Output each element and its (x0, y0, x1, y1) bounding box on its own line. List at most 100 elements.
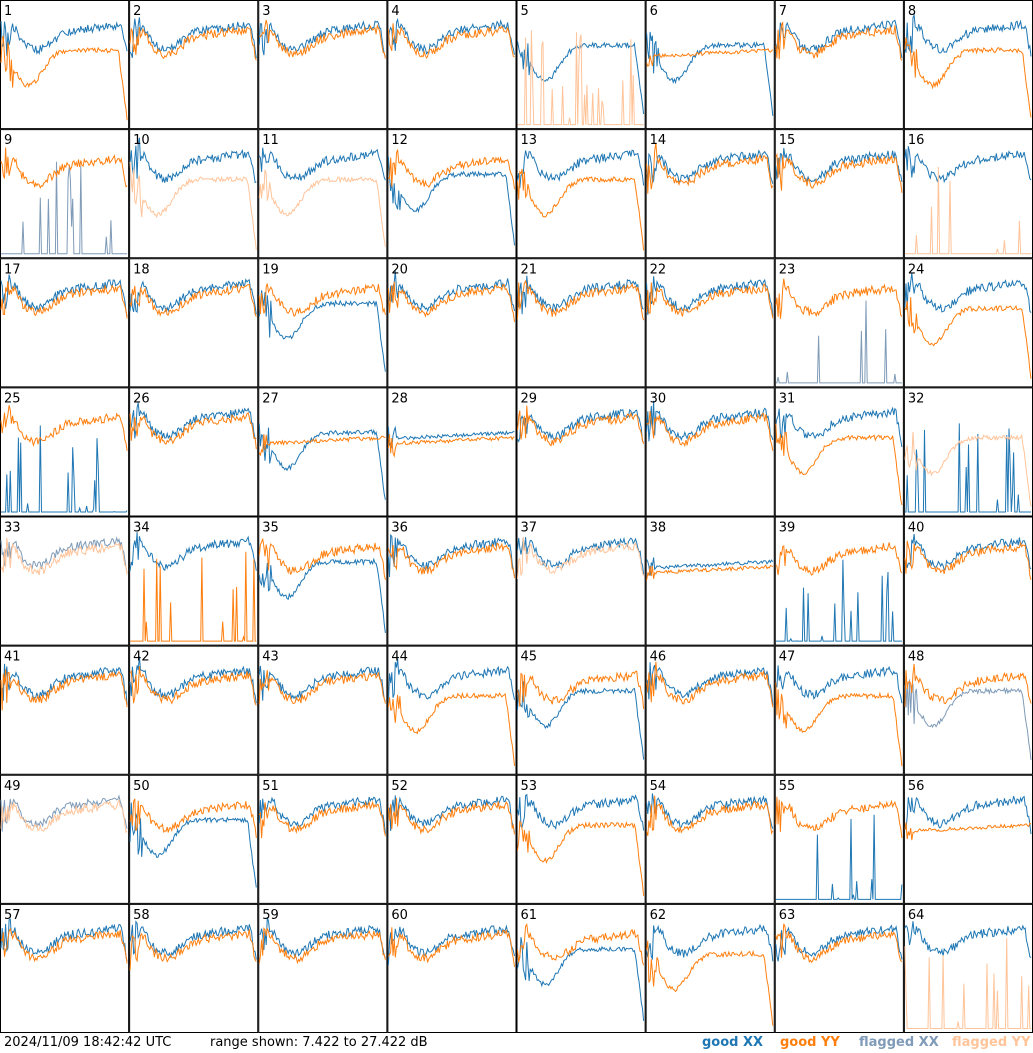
panel-number: 13 (521, 133, 538, 148)
panel-frame (258, 774, 388, 904)
panel-44: 44 (387, 645, 517, 775)
panel-46-yy-series (646, 661, 774, 708)
panel-55-yy-series (775, 796, 903, 838)
panel-number: 24 (908, 262, 925, 277)
panel-frame (645, 645, 775, 775)
panel-32-xx-series (904, 423, 1031, 513)
panel-frame (387, 387, 517, 517)
panel-60: 60 (387, 903, 517, 1033)
panel-number: 14 (650, 133, 667, 148)
panel-frame (774, 258, 904, 388)
panel-42-yy-series (129, 666, 257, 706)
panel-13-yy-series (517, 168, 645, 251)
panel-30-yy-series (646, 411, 774, 451)
panel-15-xx-series (775, 147, 903, 183)
panel-frame (516, 516, 646, 646)
panel-39: 39 (774, 516, 904, 646)
panel-frame (387, 516, 517, 646)
range-readout: range shown: 7.422 to 27.422 dB (210, 1035, 428, 1050)
panel-number: 29 (521, 391, 538, 406)
panel-56-xx-series (904, 795, 1032, 835)
panel-45-xx-series (517, 681, 645, 760)
legend-flagged-yy: flagged YY (952, 1035, 1031, 1050)
panel-frame (903, 258, 1033, 388)
panel-29-yy-series (517, 405, 645, 447)
panel-number: 50 (133, 779, 150, 794)
panel-frame (516, 903, 646, 1033)
panel-24-xx-series (904, 272, 1032, 313)
panel-number: 39 (779, 521, 796, 536)
panel-number: 62 (650, 908, 667, 923)
panel-55-xx-series (775, 814, 903, 900)
panel-frame (903, 645, 1033, 775)
panel-7-xx-series (775, 19, 903, 59)
panel-number: 38 (650, 521, 667, 536)
panel-44-yy-series (387, 691, 515, 767)
panel-14-yy-series (646, 142, 774, 194)
panel-64: 64 (903, 903, 1033, 1033)
panel-39-xx-series (775, 559, 902, 642)
panel-46-xx-series (646, 662, 774, 706)
panel-48: 48 (903, 645, 1033, 775)
panel-13: 13 (516, 129, 646, 259)
timestamp: 2024/11/09 18:42:42 UTC (4, 1035, 172, 1050)
panel-34-yy-series (130, 551, 257, 642)
panel-number: 15 (779, 133, 796, 148)
panel-41-xx-series (0, 663, 128, 706)
panel-frame (387, 903, 517, 1033)
panel-40-yy-series (904, 540, 1032, 580)
panel-41: 41 (0, 645, 130, 775)
panel-6: 6 (645, 0, 775, 130)
panel-number: 36 (391, 521, 408, 536)
panel-frame (774, 129, 904, 259)
panel-29-xx-series (517, 408, 644, 443)
panel-number: 21 (521, 262, 538, 277)
panel-frame (258, 903, 388, 1033)
panel-63-xx-series (775, 924, 903, 962)
panel-59-xx-series (259, 917, 386, 959)
panel-22-yy-series (646, 282, 774, 319)
panel-34-xx-series (129, 532, 257, 572)
panel-25: 25 (0, 387, 130, 517)
panel-5-yy-series (517, 30, 644, 126)
panel-47-yy-series (775, 682, 903, 767)
panel-number: 51 (262, 779, 279, 794)
panel-12-xx-series (387, 156, 515, 246)
panel-frame (645, 258, 775, 388)
panel-number: 59 (262, 908, 279, 923)
panel-frame (774, 774, 904, 904)
panel-number: 32 (908, 391, 925, 406)
panel-36: 36 (387, 516, 517, 646)
panel-48-yy-series (904, 663, 1032, 707)
panel-53-yy-series (517, 820, 645, 896)
panel-12: 12 (387, 129, 517, 259)
panel-frame (774, 387, 904, 517)
panel-60-yy-series (387, 927, 515, 967)
panel-64-xx-series (904, 921, 1032, 959)
panel-19-xx-series (258, 290, 386, 372)
panel-number: 43 (262, 650, 279, 665)
panel-28: 28 (387, 387, 517, 517)
panel-50-yy-series (129, 798, 257, 838)
panel-number: 5 (521, 4, 529, 19)
panel-10-yy-series (129, 161, 257, 251)
panel-frame (387, 258, 517, 388)
panel-26: 26 (129, 387, 259, 517)
panel-26-yy-series (129, 412, 257, 450)
panel-frame (516, 258, 646, 388)
panel-number: 9 (4, 133, 12, 148)
panel-number: 34 (133, 521, 150, 536)
panel-15: 15 (774, 129, 904, 259)
panel-number: 27 (262, 391, 279, 406)
panel-33-xx-series (0, 536, 128, 573)
panel-39-yy-series (775, 542, 903, 576)
panel-33: 33 (0, 516, 130, 646)
panel-frame (774, 516, 904, 646)
panel-frame (258, 129, 388, 259)
panel-number: 57 (4, 908, 21, 923)
panel-51-xx-series (258, 796, 386, 835)
panel-30: 30 (645, 387, 775, 517)
panel-frame (258, 645, 388, 775)
panel-10-xx-series (129, 137, 257, 184)
panel-1-xx-series (0, 20, 128, 56)
